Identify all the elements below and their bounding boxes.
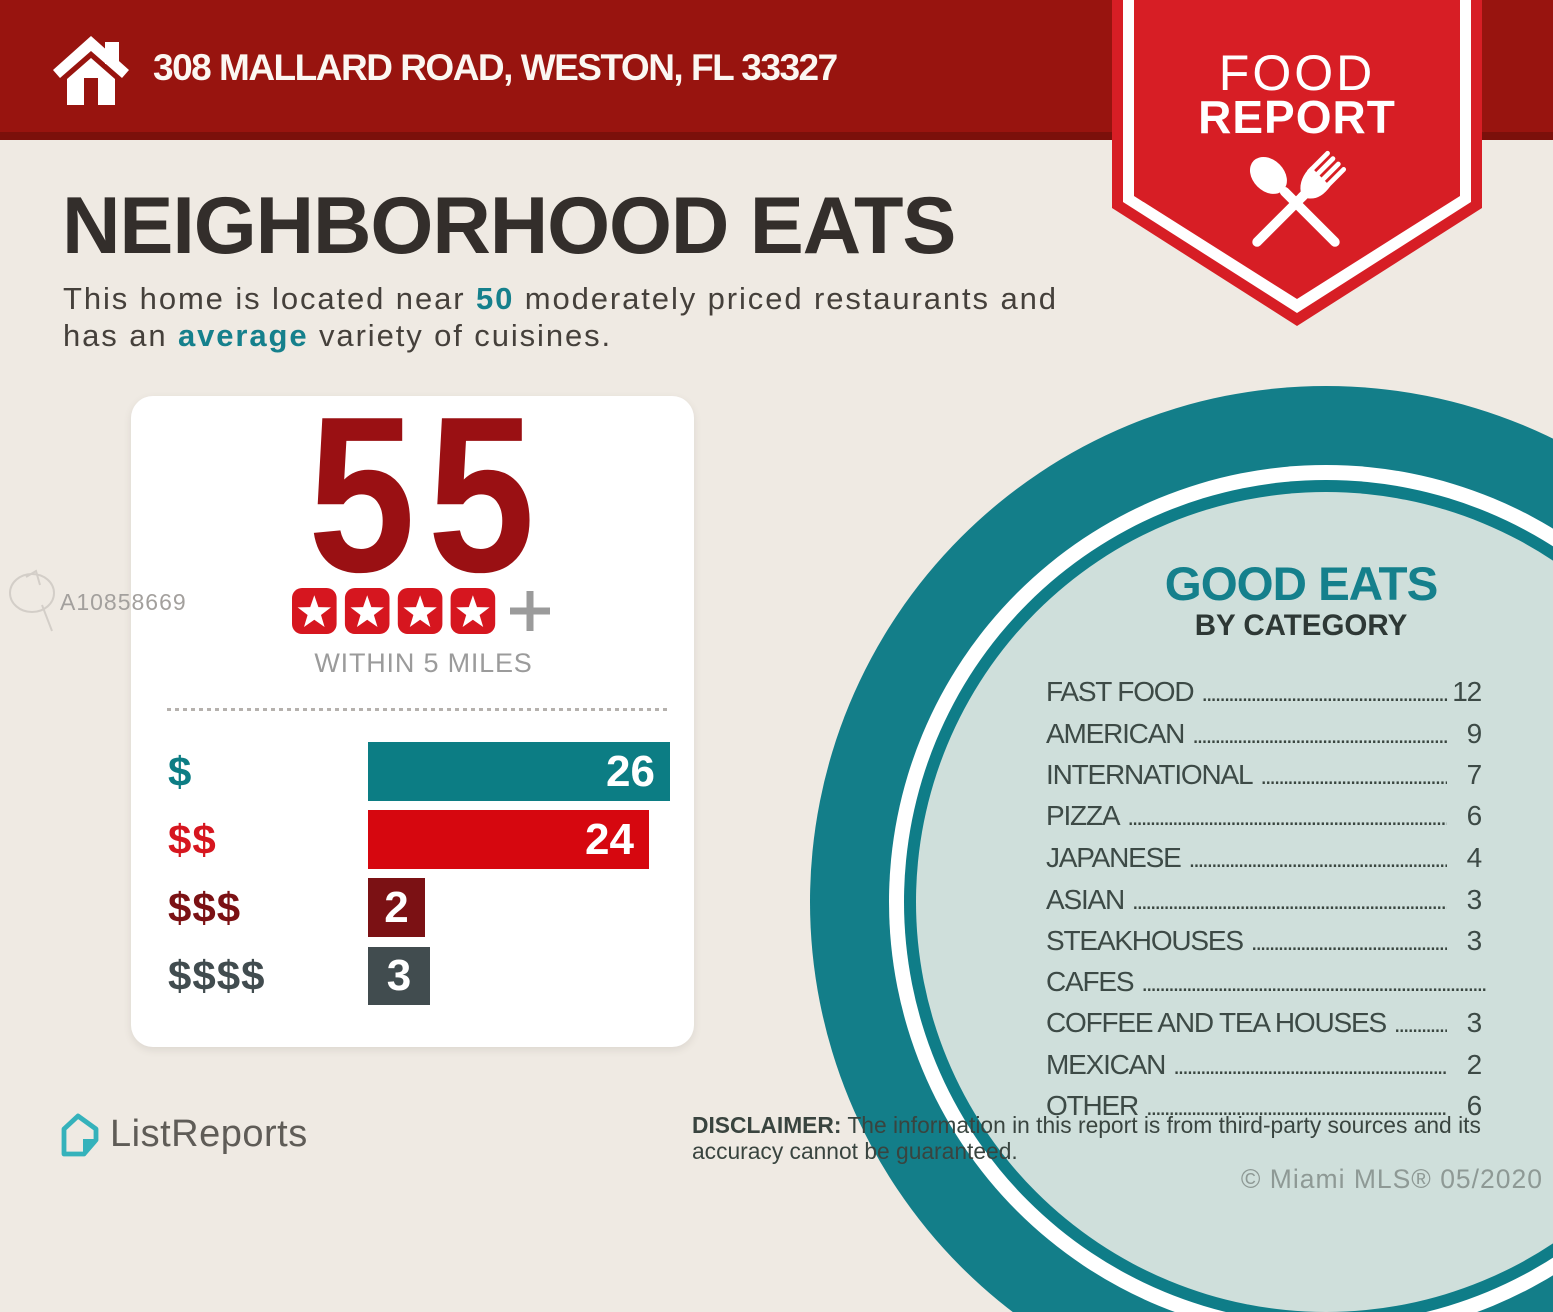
svg-text:REPORT: REPORT (1198, 91, 1396, 143)
svg-text:FOOD: FOOD (1219, 45, 1375, 101)
